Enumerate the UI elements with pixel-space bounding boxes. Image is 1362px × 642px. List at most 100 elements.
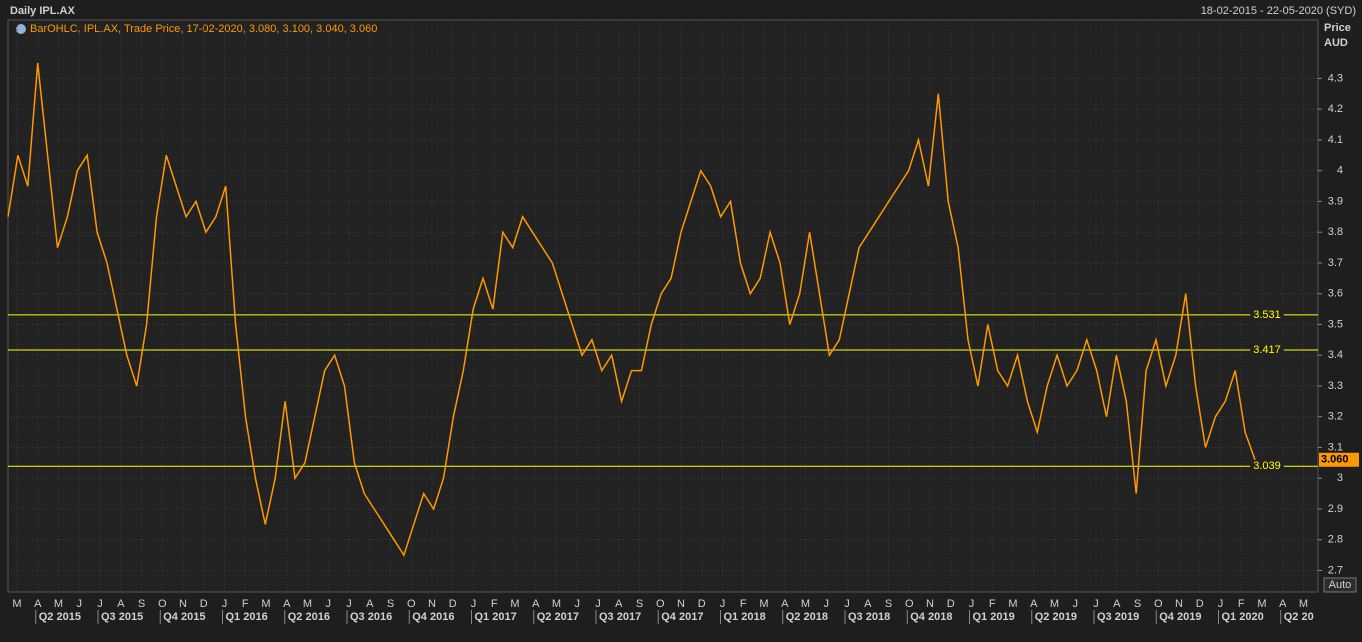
y-tick-label: 2.7 bbox=[1328, 564, 1343, 576]
x-quarter-label: Q3 2018 bbox=[848, 611, 890, 623]
x-month-label: A bbox=[1030, 598, 1038, 610]
x-month-label: M bbox=[303, 598, 312, 610]
x-month-label: M bbox=[261, 598, 270, 610]
x-month-label: J bbox=[1073, 598, 1079, 610]
level-label-bg bbox=[1250, 308, 1284, 321]
x-month-label: J bbox=[1218, 598, 1224, 610]
y-tick-label: 3.1 bbox=[1328, 441, 1343, 453]
x-month-label: J bbox=[720, 598, 726, 610]
x-month-label: M bbox=[1299, 598, 1308, 610]
x-month-label: J bbox=[575, 598, 581, 610]
x-month-label: D bbox=[1196, 598, 1204, 610]
x-month-label: S bbox=[636, 598, 643, 610]
x-month-label: J bbox=[346, 598, 352, 610]
x-month-label: D bbox=[200, 598, 208, 610]
x-quarter-label: Q3 2016 bbox=[350, 611, 392, 623]
x-month-label: J bbox=[77, 598, 83, 610]
x-month-label: A bbox=[532, 598, 540, 610]
x-month-label: J bbox=[595, 598, 601, 610]
x-quarter-label: Q2 20 bbox=[1284, 611, 1314, 623]
x-month-label: D bbox=[947, 598, 955, 610]
x-quarter-label: Q1 2020 bbox=[1222, 611, 1264, 623]
x-month-label: A bbox=[1279, 598, 1287, 610]
x-month-label: F bbox=[242, 598, 249, 610]
x-month-label: S bbox=[138, 598, 145, 610]
level-label: 3.417 bbox=[1253, 344, 1281, 356]
x-month-label: M bbox=[1008, 598, 1017, 610]
x-month-label: M bbox=[510, 598, 519, 610]
x-quarter-label: Q2 2016 bbox=[288, 611, 330, 623]
x-month-label: O bbox=[656, 598, 665, 610]
x-month-label: A bbox=[615, 598, 623, 610]
y-tick-label: 3.2 bbox=[1328, 411, 1343, 423]
y-tick-label: 4 bbox=[1337, 165, 1343, 177]
x-month-label: J bbox=[1093, 598, 1099, 610]
x-month-label: J bbox=[97, 598, 103, 610]
x-month-label: N bbox=[926, 598, 934, 610]
x-month-label: N bbox=[428, 598, 436, 610]
x-quarter-label: Q3 2015 bbox=[101, 611, 143, 623]
x-month-label: O bbox=[158, 598, 167, 610]
x-month-label: F bbox=[1238, 598, 1245, 610]
y-tick-label: 2.9 bbox=[1328, 503, 1343, 515]
auto-label: Auto bbox=[1329, 579, 1352, 591]
x-month-label: M bbox=[1257, 598, 1266, 610]
x-month-label: S bbox=[1134, 598, 1141, 610]
x-month-label: M bbox=[759, 598, 768, 610]
level-label-bg bbox=[1250, 460, 1284, 473]
y-tick-label: 4.3 bbox=[1328, 72, 1343, 84]
auto-button[interactable] bbox=[1323, 577, 1357, 593]
x-month-label: S bbox=[387, 598, 394, 610]
y-tick-label: 3.7 bbox=[1328, 257, 1343, 269]
x-month-label: A bbox=[864, 598, 872, 610]
x-month-label: A bbox=[1113, 598, 1121, 610]
x-quarter-label: Q2 2018 bbox=[786, 611, 828, 623]
x-quarter-label: Q4 2019 bbox=[1159, 611, 1201, 623]
x-month-label: M bbox=[54, 598, 63, 610]
x-month-label: A bbox=[117, 598, 125, 610]
x-quarter-label: Q2 2019 bbox=[1035, 611, 1077, 623]
x-month-label: F bbox=[740, 598, 747, 610]
x-month-label: J bbox=[844, 598, 850, 610]
x-month-label: F bbox=[989, 598, 996, 610]
x-month-label: J bbox=[326, 598, 332, 610]
x-month-label: A bbox=[781, 598, 789, 610]
x-month-label: M bbox=[1050, 598, 1059, 610]
x-month-label: A bbox=[366, 598, 374, 610]
x-month-label: N bbox=[179, 598, 187, 610]
y-tick-label: 3.8 bbox=[1328, 226, 1343, 238]
x-month-label: M bbox=[552, 598, 561, 610]
last-price-tag bbox=[1319, 452, 1359, 467]
level-label: 3.531 bbox=[1253, 309, 1281, 321]
x-month-label: D bbox=[698, 598, 706, 610]
x-month-label: S bbox=[885, 598, 892, 610]
x-quarter-label: Q1 2016 bbox=[226, 611, 268, 623]
x-month-label: D bbox=[449, 598, 457, 610]
x-month-label: N bbox=[677, 598, 685, 610]
x-month-label: J bbox=[969, 598, 975, 610]
x-month-label: M bbox=[801, 598, 810, 610]
plot-area bbox=[7, 19, 1319, 593]
x-quarter-label: Q3 2017 bbox=[599, 611, 641, 623]
x-month-label: A bbox=[34, 598, 42, 610]
x-quarter-label: Q4 2018 bbox=[910, 611, 952, 623]
x-quarter-label: Q2 2015 bbox=[39, 611, 81, 623]
y-tick-label: 3.5 bbox=[1328, 318, 1343, 330]
x-quarter-label: Q1 2017 bbox=[475, 611, 517, 623]
legend-icon[interactable] bbox=[16, 24, 26, 34]
level-label-bg bbox=[1250, 343, 1284, 356]
price-line bbox=[7, 63, 1256, 557]
y-tick-label: 3.6 bbox=[1328, 288, 1343, 300]
x-month-label: O bbox=[905, 598, 914, 610]
chart-title: Daily IPL.AX bbox=[10, 5, 75, 17]
y-tick-label: 3 bbox=[1337, 472, 1343, 484]
x-quarter-label: Q4 2016 bbox=[412, 611, 454, 623]
y-tick-label: 4.2 bbox=[1328, 103, 1343, 115]
y-tick-label: 4.1 bbox=[1328, 134, 1343, 146]
x-month-label: O bbox=[1154, 598, 1163, 610]
x-month-label: N bbox=[1175, 598, 1183, 610]
x-month-label: O bbox=[407, 598, 416, 610]
y-tick-label: 3.4 bbox=[1328, 349, 1343, 361]
legend-text: BarOHLC, IPL.AX, Trade Price, 17-02-2020… bbox=[30, 23, 377, 35]
